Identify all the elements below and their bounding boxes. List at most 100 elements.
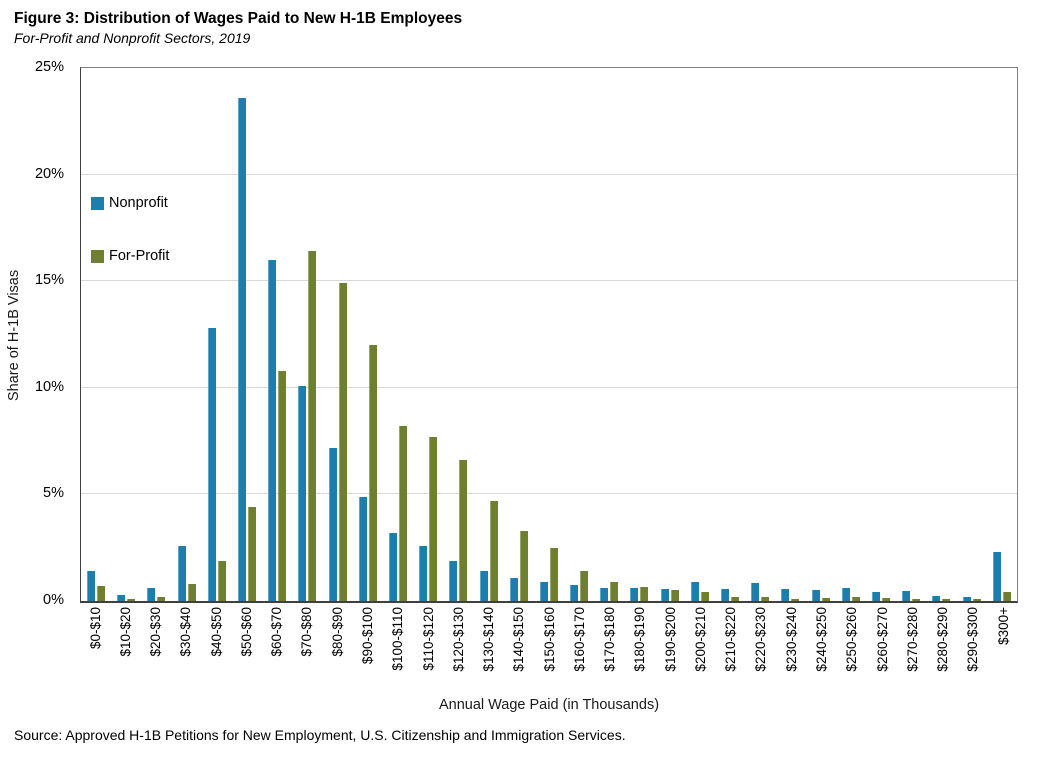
x-tick-slot: $230-$240 xyxy=(776,607,806,699)
bar-nonprofit-$120-$130 xyxy=(449,560,458,601)
bar-group-$250-$260 xyxy=(836,68,866,601)
bar-for-profit-$40-$50 xyxy=(217,560,226,601)
x-tick-label: $170-$180 xyxy=(602,607,618,672)
bar-for-profit-$10-$20 xyxy=(127,598,136,601)
bar-for-profit-$280-$290 xyxy=(942,598,951,601)
bar-for-profit-$20-$30 xyxy=(157,596,166,601)
bar-group-$220-$230 xyxy=(745,68,775,601)
bar-nonprofit-$200-$210 xyxy=(690,581,699,601)
bar-group-$0-$10 xyxy=(81,68,111,601)
bar-group-$180-$190 xyxy=(624,68,654,601)
bar-group-$140-$150 xyxy=(504,68,534,601)
x-tick-label: $280-$290 xyxy=(935,607,951,672)
x-tick-label: $160-$170 xyxy=(571,607,587,672)
x-tick-label: $80-$90 xyxy=(329,607,345,657)
plot-area: Nonprofit For-Profit xyxy=(80,67,1018,603)
bar-nonprofit-$60-$70 xyxy=(268,259,277,601)
figure-subtitle: For-Profit and Nonprofit Sectors, 2019 xyxy=(14,30,251,46)
bar-nonprofit-$260-$270 xyxy=(871,592,880,601)
x-tick-label: $110-$120 xyxy=(420,607,436,671)
x-tick-slot: $0-$10 xyxy=(80,607,110,699)
x-tick-slot: $150-$160 xyxy=(534,607,564,699)
x-tick-slot: $60-$70 xyxy=(262,607,292,699)
x-tick-slot: $210-$220 xyxy=(716,607,746,699)
bar-group-$280-$290 xyxy=(926,68,956,601)
x-tick-label: $290-$300 xyxy=(965,607,981,672)
legend-label-nonprofit: Nonprofit xyxy=(109,195,168,211)
x-tick-slot: $220-$230 xyxy=(746,607,776,699)
bar-group-$70-$80 xyxy=(292,68,322,601)
x-tick-slot: $290-$300 xyxy=(958,607,988,699)
x-tick-slot: $100-$110 xyxy=(383,607,413,699)
x-tick-slot: $200-$210 xyxy=(685,607,715,699)
bar-nonprofit-$20-$30 xyxy=(147,588,156,601)
bar-for-profit-$90-$100 xyxy=(368,345,377,601)
y-tick-label: 0% xyxy=(43,592,64,608)
bar-group-$270-$280 xyxy=(896,68,926,601)
x-tick-slot: $50-$60 xyxy=(231,607,261,699)
bar-group-$10-$20 xyxy=(111,68,141,601)
bar-nonprofit-$220-$230 xyxy=(751,582,760,601)
bar-group-$240-$250 xyxy=(806,68,836,601)
bar-group-$210-$220 xyxy=(715,68,745,601)
bar-group-$290-$300 xyxy=(956,68,986,601)
bar-for-profit-$260-$270 xyxy=(881,597,890,601)
x-tick-slot: $70-$80 xyxy=(292,607,322,699)
x-tick-label: $190-$200 xyxy=(662,607,678,672)
bar-nonprofit-$100-$110 xyxy=(388,532,397,601)
bar-for-profit-$100-$110 xyxy=(398,426,407,601)
bars-container xyxy=(81,68,1017,601)
x-axis-title: Annual Wage Paid (in Thousands) xyxy=(438,697,660,713)
bar-nonprofit-$40-$50 xyxy=(207,328,216,601)
bar-group-$30-$40 xyxy=(172,68,202,601)
bar-for-profit-$180-$190 xyxy=(640,587,649,601)
x-tick-slot: $270-$280 xyxy=(897,607,927,699)
bar-for-profit-$210-$220 xyxy=(731,596,740,601)
x-axis-tick-labels: $0-$10 $10-$20 $20-$30 $30-$40 $40-$50 $50-$6… xyxy=(80,607,1018,699)
x-tick-label: $240-$250 xyxy=(814,607,829,672)
bar-for-profit-$60-$70 xyxy=(278,370,287,601)
x-tick-label: $0-$10 xyxy=(87,607,103,650)
bar-for-profit-$50-$60 xyxy=(248,507,257,601)
x-tick-slot: $190-$200 xyxy=(655,607,685,699)
x-tick-slot: $170-$180 xyxy=(595,607,625,699)
bar-nonprofit-$110-$120 xyxy=(419,545,428,601)
bar-nonprofit-$50-$60 xyxy=(238,97,247,601)
x-tick-slot: $110-$120 xyxy=(413,607,443,699)
legend-swatch-forprofit xyxy=(91,249,104,263)
x-tick-label: $220-$230 xyxy=(753,607,769,672)
bar-group-$170-$180 xyxy=(594,68,624,601)
bar-nonprofit-$240-$250 xyxy=(811,590,820,601)
bar-nonprofit-$230-$240 xyxy=(781,589,790,601)
bar-nonprofit-$80-$90 xyxy=(328,447,337,601)
bar-group-$150-$160 xyxy=(534,68,564,601)
x-tick-slot: $80-$90 xyxy=(322,607,352,699)
legend-swatch-nonprofit xyxy=(91,196,104,210)
x-tick-slot: $300+ xyxy=(988,607,1018,699)
bar-nonprofit-$190-$200 xyxy=(660,589,669,601)
x-tick-slot: $40-$50 xyxy=(201,607,231,699)
x-tick-slot: $280-$290 xyxy=(927,607,957,699)
x-tick-label: $60-$70 xyxy=(269,607,285,657)
y-tick-label: 25% xyxy=(34,59,64,75)
bar-for-profit-$190-$200 xyxy=(670,590,679,601)
bar-group-$120-$130 xyxy=(443,68,473,601)
y-axis-title: Share of H-1B Visas xyxy=(6,269,22,401)
bar-group-$40-$50 xyxy=(202,68,232,601)
bar-nonprofit-$150-$160 xyxy=(539,581,548,601)
bar-group-$300+ xyxy=(987,68,1017,601)
bar-for-profit-$160-$170 xyxy=(580,571,589,601)
bar-nonprofit-$280-$290 xyxy=(932,595,941,601)
gridline-10 xyxy=(81,386,1017,388)
gridline-5 xyxy=(81,493,1017,495)
x-tick-label: $70-$80 xyxy=(299,607,315,657)
y-tick-label: 20% xyxy=(34,165,64,182)
x-tick-label: $120-$130 xyxy=(450,607,466,672)
x-tick-slot: $10-$20 xyxy=(110,607,140,699)
bar-group-$160-$170 xyxy=(564,68,594,601)
x-tick-slot: $120-$130 xyxy=(443,607,473,699)
x-tick-label: $40-$50 xyxy=(208,607,224,657)
bar-group-$200-$210 xyxy=(685,68,715,601)
x-tick-label: $30-$40 xyxy=(178,607,194,657)
bar-nonprofit-$130-$140 xyxy=(479,571,488,601)
